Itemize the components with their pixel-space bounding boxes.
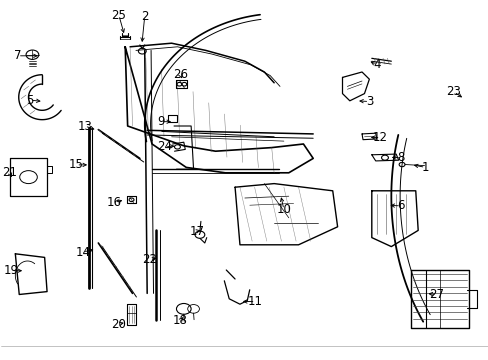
Text: 14: 14	[75, 246, 90, 258]
Text: 5: 5	[26, 94, 34, 107]
Text: 3: 3	[365, 95, 372, 108]
Text: 18: 18	[173, 314, 187, 327]
Text: 13: 13	[77, 120, 92, 132]
Text: 6: 6	[397, 199, 404, 212]
Text: 7: 7	[14, 49, 21, 62]
Text: 19: 19	[4, 264, 19, 277]
Text: 8: 8	[397, 151, 404, 164]
Text: 17: 17	[189, 225, 204, 238]
Text: 15: 15	[69, 158, 83, 171]
Text: 2: 2	[141, 10, 148, 23]
Text: 10: 10	[276, 203, 291, 216]
Text: 9: 9	[157, 115, 164, 128]
Text: 22: 22	[142, 253, 157, 266]
Text: 1: 1	[421, 161, 428, 174]
Text: 24: 24	[157, 140, 172, 153]
Text: 4: 4	[372, 58, 380, 71]
Text: 26: 26	[173, 68, 187, 81]
Text: 16: 16	[107, 196, 122, 209]
Text: 12: 12	[372, 131, 387, 144]
Text: 20: 20	[111, 318, 126, 330]
Text: 21: 21	[2, 166, 17, 179]
Text: 11: 11	[247, 295, 263, 308]
Text: 23: 23	[446, 85, 460, 98]
Text: 25: 25	[111, 9, 126, 22]
Text: 27: 27	[428, 288, 443, 301]
